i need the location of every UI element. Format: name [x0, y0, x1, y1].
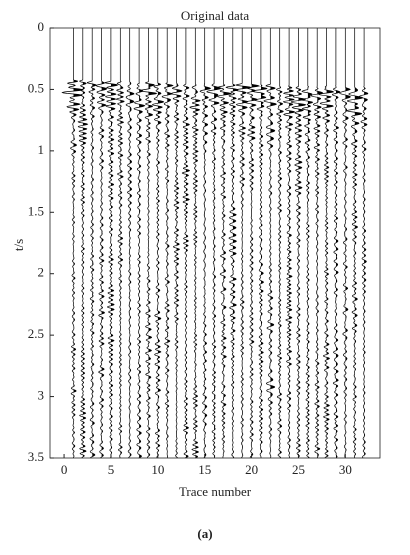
x-tick-label: 20 — [245, 462, 258, 477]
trace — [282, 28, 296, 459]
trace-fill — [139, 28, 145, 458]
trace-fill — [148, 28, 157, 458]
trace — [300, 28, 314, 459]
trace — [115, 28, 125, 459]
plot-frame — [49, 27, 381, 459]
y-tick-label: 0.5 — [28, 80, 44, 95]
trace — [234, 28, 252, 459]
trace — [104, 28, 119, 459]
trace-fill — [204, 28, 211, 458]
x-tick-label: 15 — [198, 462, 211, 477]
x-tick-label: 0 — [61, 462, 68, 477]
trace — [317, 28, 335, 459]
x-axis-label: Trace number — [179, 484, 252, 499]
trace — [125, 28, 135, 459]
y-tick-label: 2.5 — [28, 326, 44, 341]
trace — [358, 28, 369, 459]
trace — [86, 28, 97, 459]
caption: (a) — [197, 526, 212, 541]
trace-fill — [364, 28, 368, 458]
y-axis-label: t/s — [11, 239, 26, 251]
trace — [77, 28, 89, 458]
y-tick-label: 2 — [38, 265, 45, 280]
trace — [310, 28, 324, 459]
trace-fill — [270, 28, 277, 458]
y-tick-label: 0 — [38, 19, 45, 34]
trace — [331, 28, 341, 459]
trace — [339, 28, 351, 459]
trace — [346, 28, 364, 459]
trace — [61, 28, 85, 459]
trace-fill — [354, 28, 363, 458]
trace — [290, 28, 307, 459]
trace — [263, 28, 277, 459]
trace — [251, 28, 268, 458]
trace — [225, 28, 239, 459]
y-tick-label: 1.5 — [28, 203, 44, 218]
x-tick-label: 5 — [108, 462, 115, 477]
x-tick-label: 30 — [339, 462, 352, 477]
trace — [181, 28, 191, 459]
trace — [199, 28, 212, 459]
trace — [95, 28, 108, 459]
trace — [151, 28, 165, 459]
trace — [133, 28, 146, 459]
trace — [275, 28, 284, 459]
trace-fill — [279, 28, 284, 458]
trace — [170, 28, 183, 459]
trace — [161, 28, 174, 459]
y-tick-label: 3 — [38, 388, 45, 403]
trace — [189, 28, 201, 459]
trace — [139, 28, 158, 459]
x-tick-label: 10 — [151, 462, 164, 477]
x-tick-label: 25 — [292, 462, 305, 477]
trace-fill — [326, 28, 334, 458]
trace — [216, 28, 233, 459]
y-tick-label: 3.5 — [28, 449, 44, 464]
chart-title: Original data — [181, 8, 249, 23]
y-tick-label: 1 — [38, 142, 45, 157]
trace — [206, 28, 222, 458]
trace-fill — [73, 28, 84, 458]
